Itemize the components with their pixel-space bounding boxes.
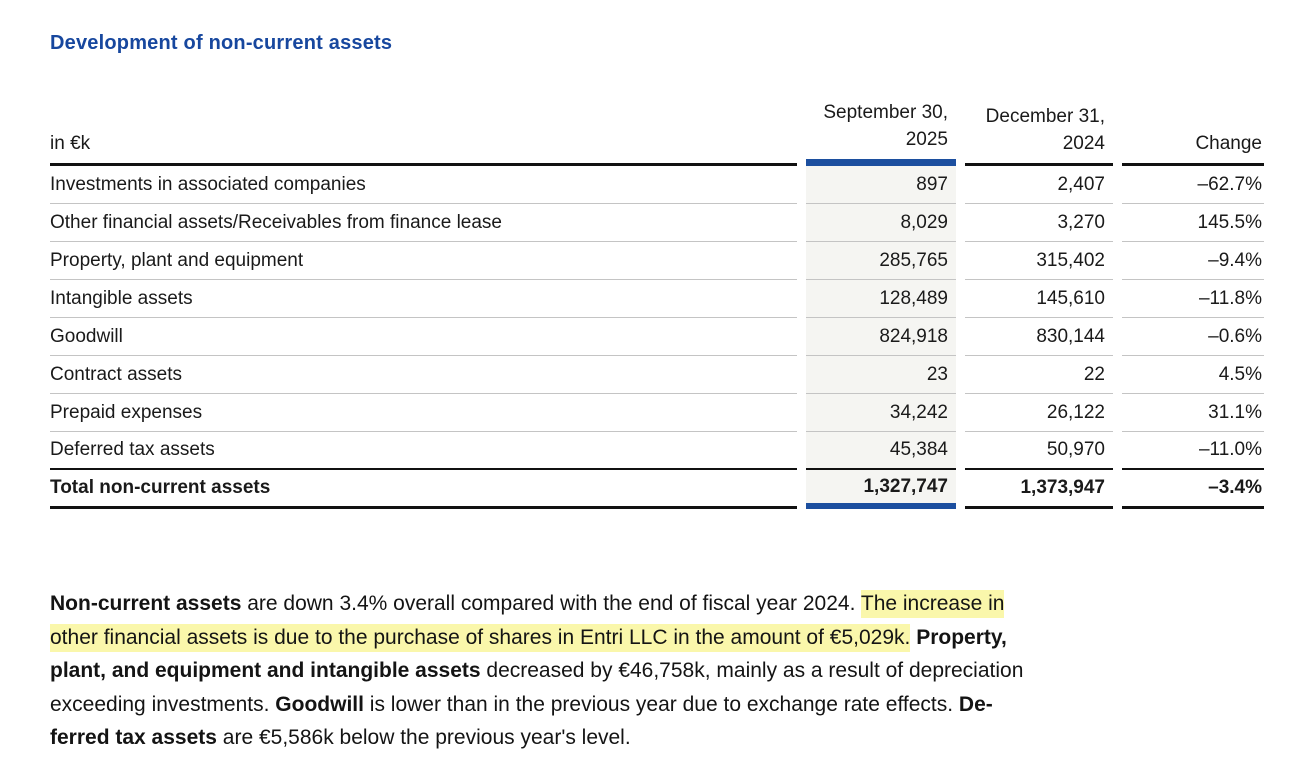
value-2024: 3,270 — [965, 204, 1113, 242]
column-header-sep-2025: September 30, 2025 — [806, 99, 956, 166]
commentary-line: exceeding investments. Goodwill is lower… — [50, 688, 1280, 722]
row-label: Goodwill — [50, 318, 797, 356]
commentary-line: plant, and equipment and intangible asse… — [50, 654, 1280, 688]
value-2024: 22 — [965, 356, 1113, 394]
body-text: are €5,586k below the previous year's le… — [216, 726, 631, 749]
value-change: –11.8% — [1122, 280, 1264, 318]
value-change: 4.5% — [1122, 356, 1264, 394]
bold-text: Non-current assets — [50, 592, 242, 615]
value-2024: 315,402 — [965, 242, 1113, 280]
value-2025: 23 — [806, 356, 956, 394]
total-label: Total non-current assets — [50, 470, 797, 509]
row-label: Intangible assets — [50, 280, 797, 318]
row-label: Other financial assets/Receivables from … — [50, 204, 797, 242]
bold-text: De- — [958, 692, 993, 716]
table-row: Investments in associated companies 897 … — [50, 166, 1264, 204]
report-page: Development of non-current assets in €k … — [0, 32, 1313, 773]
table-row: Contract assets 23 22 4.5% — [50, 356, 1264, 394]
non-current-assets-table: in €k September 30, 2025 December 31, 20… — [50, 99, 1264, 509]
bold-text: Property, — [916, 625, 1007, 649]
table-row: Prepaid expenses 34,242 26,122 31.1% — [50, 394, 1264, 432]
total-value-change: –3.4% — [1122, 470, 1264, 509]
value-2025: 8,029 — [806, 204, 956, 242]
highlighted-text: other financial assets is due to the pur… — [50, 623, 911, 652]
table-row: Deferred tax assets 45,384 50,970 –11.0% — [50, 432, 1264, 470]
value-change: –11.0% — [1122, 432, 1264, 470]
value-2025: 128,489 — [806, 280, 956, 318]
value-2024: 145,610 — [965, 280, 1113, 318]
value-change: –9.4% — [1122, 242, 1264, 280]
body-text: are down 3.4% overall compared with the … — [241, 592, 861, 615]
column-header-dec-2024-line2: 2024 — [1062, 133, 1105, 154]
value-2025: 897 — [806, 166, 956, 204]
table-row: Goodwill 824,918 830,144 –0.6% — [50, 318, 1264, 356]
value-2025: 34,242 — [806, 394, 956, 432]
column-header-dec-2024-line1: December 31, — [985, 106, 1105, 127]
value-2024: 50,970 — [965, 432, 1113, 470]
value-2024: 2,407 — [965, 166, 1113, 204]
table-row: Property, plant and equipment 285,765 31… — [50, 242, 1264, 280]
value-2025: 45,384 — [806, 432, 956, 470]
row-label: Property, plant and equipment — [50, 242, 797, 280]
value-2024: 26,122 — [965, 394, 1113, 432]
total-value-2024: 1,373,947 — [965, 470, 1113, 509]
column-header-sep-2025-line2: 2025 — [905, 129, 948, 150]
value-2024: 830,144 — [965, 318, 1113, 356]
column-header-unit: in €k — [50, 99, 797, 166]
commentary-line: other financial assets is due to the pur… — [50, 621, 1280, 655]
table-row: Intangible assets 128,489 145,610 –11.8% — [50, 280, 1264, 318]
commentary-line: ferred tax assets are €5,586k below the … — [50, 721, 1280, 755]
bold-text: plant, and equipment and intangible asse… — [50, 659, 481, 682]
table-total-row: Total non-current assets 1,327,747 1,373… — [50, 470, 1264, 509]
column-header-dec-2024: December 31, 2024 — [965, 99, 1113, 166]
value-change: –0.6% — [1122, 318, 1264, 356]
bold-text: Goodwill — [275, 692, 364, 716]
value-change: 31.1% — [1122, 394, 1264, 432]
table-header: in €k September 30, 2025 December 31, 20… — [50, 99, 1264, 166]
body-text: is lower than in the previous year due t… — [363, 692, 959, 716]
highlighted-text: The increase in — [860, 590, 1005, 618]
page-title: Development of non-current assets — [50, 32, 393, 54]
row-label: Deferred tax assets — [50, 432, 797, 470]
table-row: Other financial assets/Receivables from … — [50, 204, 1264, 242]
row-label: Prepaid expenses — [50, 394, 797, 432]
value-change: –62.7% — [1122, 166, 1264, 204]
column-header-sep-2025-line1: September 30, — [823, 102, 948, 123]
total-value-2025: 1,327,747 — [806, 470, 956, 509]
commentary-paragraph: Non-current assets are down 3.4% overall… — [50, 587, 1280, 755]
table-body: Investments in associated companies 897 … — [50, 166, 1264, 470]
row-label: Investments in associated companies — [50, 166, 797, 204]
commentary-line: Non-current assets are down 3.4% overall… — [50, 587, 1280, 621]
row-label: Contract assets — [50, 356, 797, 394]
value-2025: 285,765 — [806, 242, 956, 280]
column-header-change: Change — [1122, 99, 1264, 166]
value-change: 145.5% — [1122, 204, 1264, 242]
bold-text: ferred tax assets — [50, 726, 217, 749]
value-2025: 824,918 — [806, 318, 956, 356]
body-text: decreased by €46,758k, mainly as a resul… — [480, 659, 1024, 682]
body-text: exceeding investments. — [50, 692, 276, 716]
